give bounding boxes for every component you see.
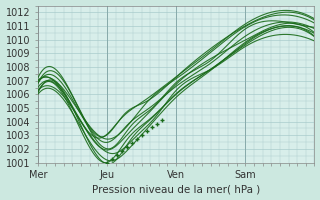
X-axis label: Pression niveau de la mer( hPa ): Pression niveau de la mer( hPa ) xyxy=(92,184,260,194)
